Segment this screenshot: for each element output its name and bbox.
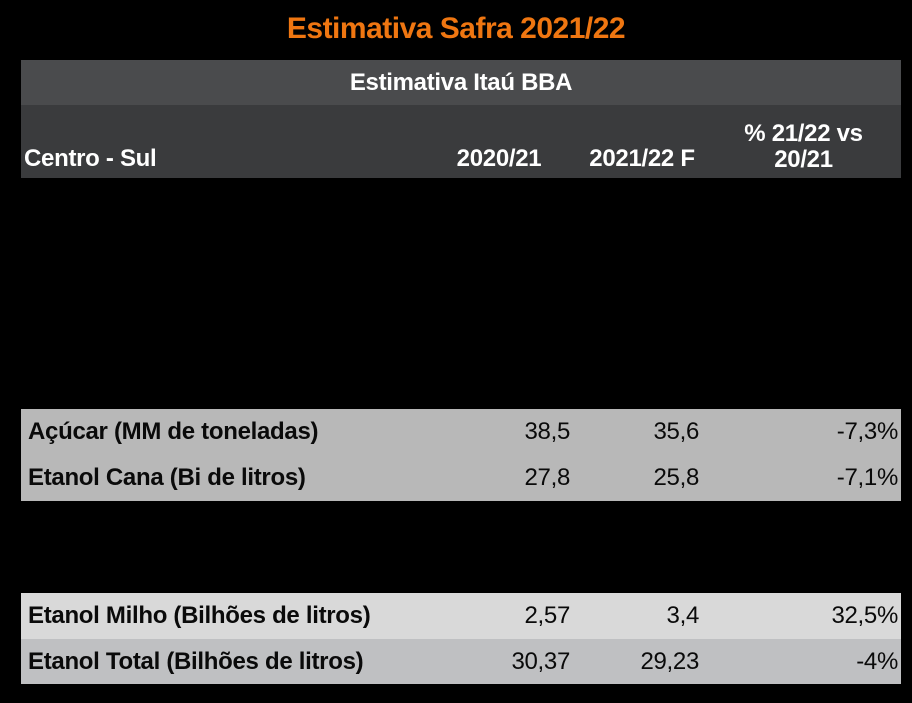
cell-2020-21: 30,37 <box>511 647 570 675</box>
pct-header-line2: 20/21 <box>774 146 833 173</box>
row-label: Etanol Cana (Bi de litros) <box>28 464 306 491</box>
estimates-table: Estimativa Itaú BBA Centro - Sul 2020/21… <box>21 60 901 684</box>
cell-2021-22f: 3,4 <box>666 602 700 629</box>
table-row-etanol-cana: Etanol Cana (Bi de litros) 27,8 25,8 -7,… <box>21 455 901 501</box>
cell-2021-22f: 35,6 <box>653 418 699 445</box>
cell-2020-21: 27,8 <box>524 464 570 491</box>
column-header-region: Centro - Sul <box>24 145 157 172</box>
column-header-2021-22f: 2021/22 F <box>589 145 695 172</box>
table-row-etanol-total: Etanol Total (Bilhões de litros) 30,37 2… <box>21 639 901 684</box>
hidden-rows-gap-middle <box>21 501 901 593</box>
cell-pct-change: -7,3% <box>836 418 899 445</box>
row-label: Etanol Milho (Bilhões de litros) <box>28 602 371 629</box>
table-section-header: Estimativa Itaú BBA <box>21 60 901 105</box>
cell-2021-22f: 29,23 <box>640 647 699 675</box>
row-label: Etanol Total (Bilhões de litros) <box>28 647 364 675</box>
table-row-acucar: Açúcar (MM de toneladas) 38,5 35,6 -7,3% <box>21 409 901 455</box>
pct-header-line1: % 21/22 vs <box>744 120 863 147</box>
column-header-pct-change: % 21/22 vs 20/21 <box>706 121 901 173</box>
page-title: Estimativa Safra 2021/22 <box>286 12 626 45</box>
column-headers-row: Centro - Sul 2020/21 2021/22 F % 21/22 v… <box>21 105 901 178</box>
cell-2020-21: 2,57 <box>524 602 570 629</box>
cell-pct-change: -4% <box>856 647 898 675</box>
cell-2020-21: 38,5 <box>524 418 570 445</box>
hidden-rows-gap-top <box>21 178 901 409</box>
row-label: Açúcar (MM de toneladas) <box>28 418 319 445</box>
table-row-etanol-milho: Etanol Milho (Bilhões de litros) 2,57 3,… <box>21 593 901 639</box>
cell-pct-change: 32,5% <box>831 602 898 629</box>
cell-2021-22f: 25,8 <box>653 464 699 491</box>
column-header-2020-21: 2020/21 <box>456 145 542 172</box>
table-section-title: Estimativa Itaú BBA <box>349 68 573 96</box>
cell-pct-change: -7,1% <box>836 464 899 491</box>
